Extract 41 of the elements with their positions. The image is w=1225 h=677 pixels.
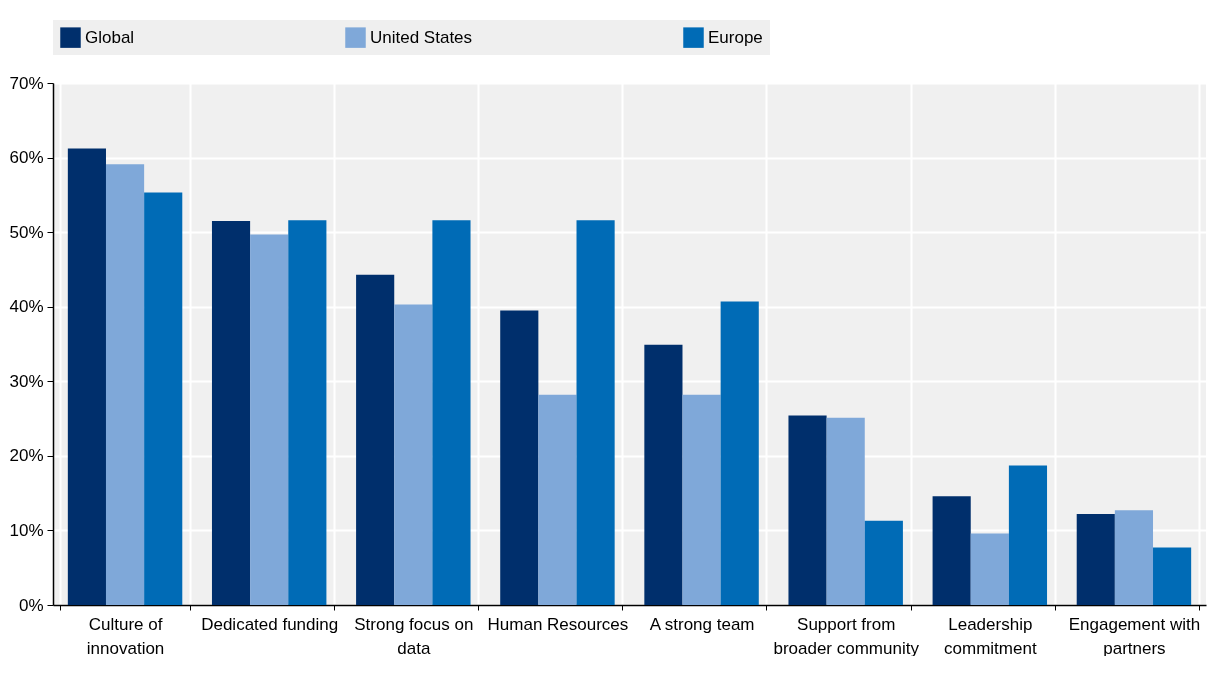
- bar: [144, 192, 183, 605]
- x-tick-label: A strong team: [649, 614, 755, 634]
- bar: [394, 304, 433, 605]
- bar: [288, 220, 327, 605]
- y-tick-label: 70%: [9, 73, 44, 93]
- bar: [932, 496, 971, 605]
- bar: [644, 344, 683, 605]
- bar: [211, 220, 251, 605]
- bar: [356, 274, 395, 605]
- y-tick-label: 60%: [9, 148, 44, 168]
- y-tick-label: 0%: [18, 595, 44, 615]
- bar: [788, 415, 827, 605]
- bar: [1076, 514, 1115, 605]
- legend-label: Global: [85, 27, 135, 47]
- x-tick-label: Human Resources: [487, 614, 629, 634]
- bar: [1153, 547, 1192, 605]
- bar: [105, 164, 145, 605]
- bar: [576, 220, 615, 605]
- bar: [1114, 510, 1154, 605]
- bar: [500, 310, 539, 605]
- x-tick-label: Leadership commitment: [944, 614, 1037, 658]
- x-tick-label: Strong focus on data: [354, 614, 474, 658]
- legend-label: Europe: [708, 27, 763, 47]
- bar: [1008, 465, 1048, 605]
- bar: [432, 220, 471, 605]
- bar: [720, 301, 759, 605]
- x-tick-label: Culture of innovation: [86, 614, 165, 658]
- bar: [682, 394, 721, 605]
- bar: [826, 417, 865, 605]
- x-tick-label: Dedicated funding: [201, 614, 339, 634]
- bar: [970, 533, 1009, 605]
- bar: [67, 148, 106, 605]
- bar: [864, 520, 903, 605]
- y-tick-label: 30%: [9, 371, 44, 391]
- y-tick-label: 50%: [9, 222, 44, 242]
- y-tick-label: 40%: [9, 297, 44, 317]
- y-tick-label: 10%: [9, 520, 44, 540]
- legend-label: United States: [370, 27, 473, 47]
- y-tick-label: 20%: [9, 446, 44, 466]
- bar: [250, 234, 289, 605]
- bar: [538, 394, 577, 605]
